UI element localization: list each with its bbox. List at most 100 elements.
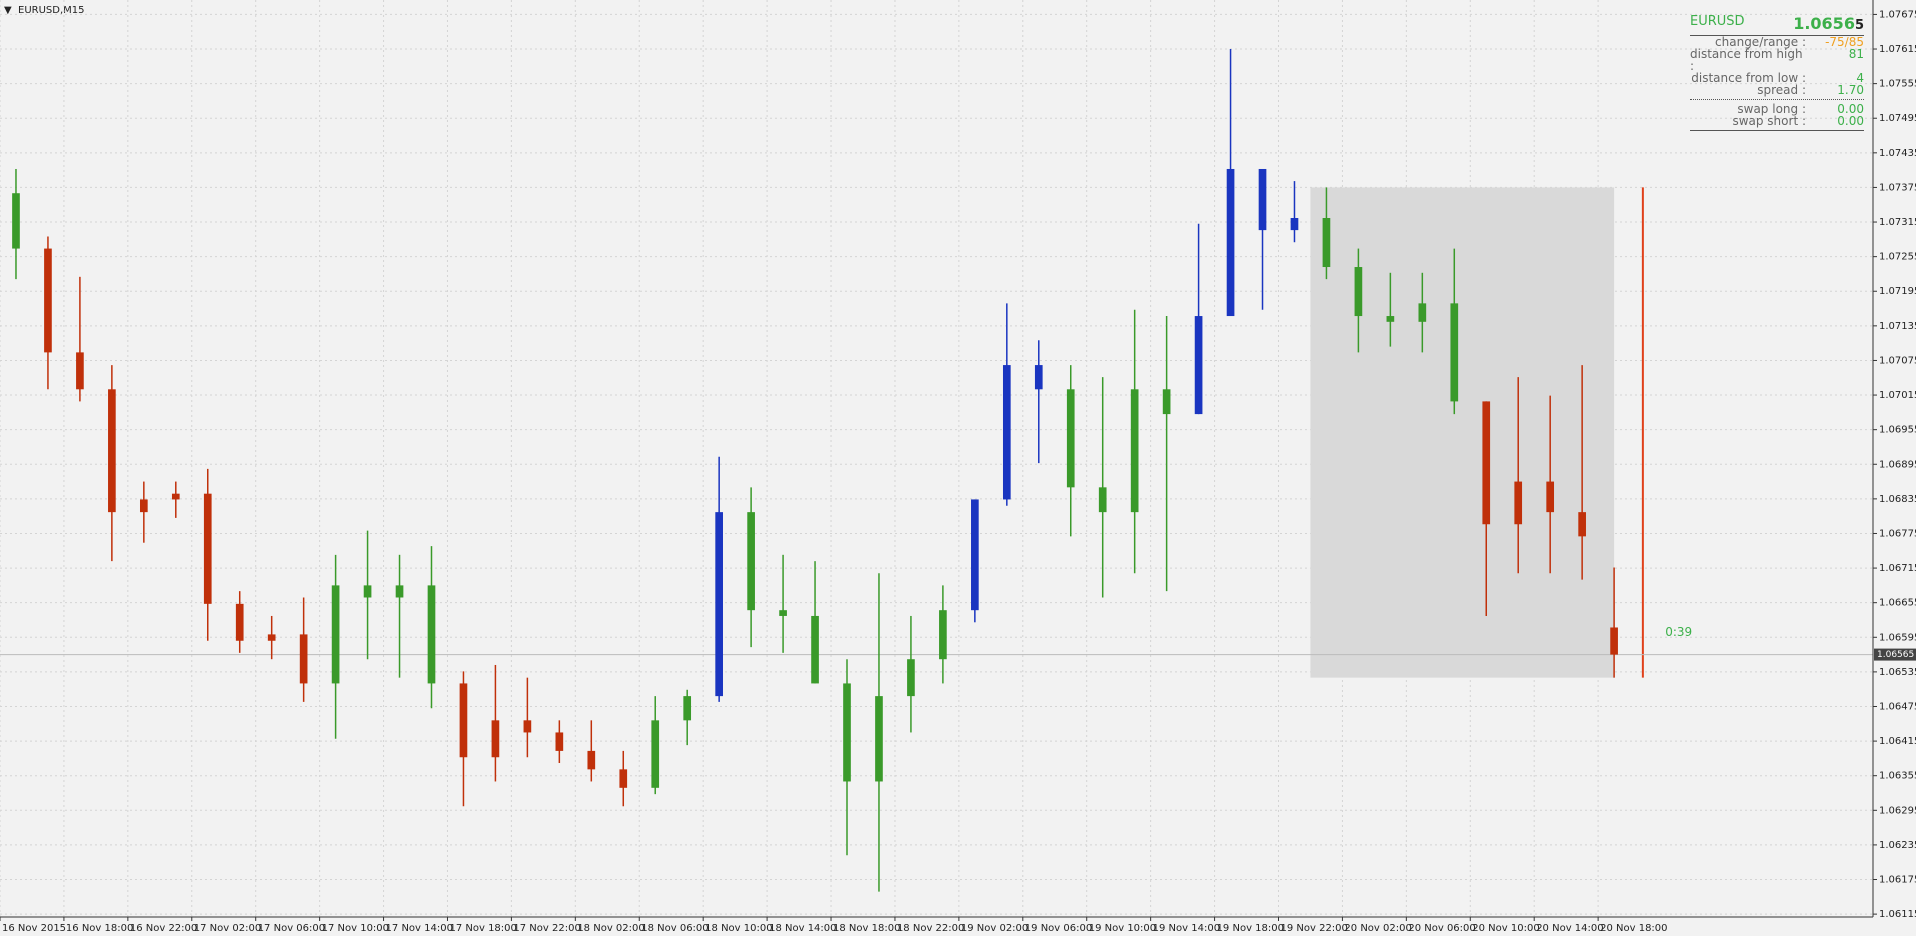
x-tick-label: 18 Nov 06:00 (641, 923, 708, 934)
bar-body (44, 248, 52, 353)
bar-body (971, 499, 979, 611)
x-tick-label: 17 Nov 02:00 (194, 923, 261, 934)
panel-row: spread : 1.70 (1690, 84, 1864, 96)
bar-body (747, 512, 755, 611)
row-value: 4 (1856, 71, 1864, 85)
y-tick-label: 1.06835 (1879, 494, 1916, 505)
y-tick-label: 1.06895 (1879, 459, 1916, 470)
y-tick-label: 1.06595 (1879, 632, 1916, 643)
bar-body (1258, 168, 1267, 231)
x-tick-label: 20 Nov 02:00 (1344, 923, 1411, 934)
x-tick-label: 17 Nov 10:00 (322, 923, 389, 934)
x-tick-label: 20 Nov 14:00 (1536, 923, 1603, 934)
row-label: swap short : (1732, 114, 1806, 128)
bar-body (907, 659, 915, 697)
bar-body (1386, 316, 1395, 322)
timer: 0:39 (1665, 625, 1692, 639)
x-tick-label: 19 Nov 02:00 (961, 923, 1028, 934)
bar-body (1162, 389, 1171, 415)
y-tick-label: 1.07495 (1879, 113, 1916, 124)
panel-header: EURUSD 1.06565 (1690, 14, 1864, 36)
bar-body (1514, 481, 1523, 525)
price-tag (1874, 648, 1916, 661)
y-tick-label: 1.07315 (1879, 217, 1916, 228)
y-tick-label: 1.06235 (1879, 840, 1916, 851)
y-tick-label: 1.07195 (1879, 286, 1916, 297)
x-tick-label: 16 Nov 22:00 (130, 923, 197, 934)
row-label: distance from low : (1691, 71, 1806, 85)
bar-body (683, 696, 692, 721)
bar-body (203, 493, 212, 604)
bar-body (299, 634, 308, 684)
x-tick-label: 18 Nov 10:00 (705, 923, 772, 934)
row-label: spread : (1757, 83, 1806, 97)
bar-body (843, 683, 851, 782)
bar-body (1610, 627, 1618, 655)
row-value: 0.00 (1837, 114, 1864, 128)
x-tick-label: 17 Nov 06:00 (258, 923, 325, 934)
y-tick-label: 1.06475 (1879, 701, 1916, 712)
y-tick-label: 1.06955 (1879, 425, 1916, 436)
y-tick-label: 1.07075 (1879, 355, 1916, 366)
x-tick-label: 19 Nov 14:00 (1153, 923, 1220, 934)
x-tick-label: 19 Nov 18:00 (1217, 923, 1284, 934)
y-tick-label: 1.06295 (1879, 805, 1916, 816)
panel-row: swap short : 0.00 (1690, 115, 1864, 127)
bar-body (491, 720, 500, 758)
x-tick-label: 19 Nov 10:00 (1089, 923, 1156, 934)
bar-body (1354, 267, 1363, 317)
x-tick-label: 18 Nov 02:00 (577, 923, 644, 934)
bar-body (651, 720, 660, 788)
bar-body (1002, 365, 1011, 500)
row-value: 1.70 (1837, 83, 1864, 97)
row-value: 0.00 (1837, 102, 1864, 116)
y-tick-label: 1.06415 (1879, 736, 1916, 747)
bar-body (1322, 218, 1331, 268)
bar-body (108, 389, 116, 513)
separator (1690, 130, 1864, 131)
y-tick-label: 1.06715 (1879, 563, 1916, 574)
y-tick-label: 1.06655 (1879, 598, 1916, 609)
bar-body (171, 493, 180, 500)
bar-body (875, 696, 883, 782)
bar-body (427, 585, 436, 684)
x-tick-label: 18 Nov 22:00 (897, 923, 964, 934)
y-tick-label: 1.06355 (1879, 771, 1916, 782)
x-tick-label: 20 Nov 06:00 (1408, 923, 1475, 934)
panel-bid-pip: 5 (1854, 18, 1864, 33)
y-tick-label: 1.06175 (1879, 875, 1916, 886)
bar-body (1290, 218, 1299, 231)
panel-row: change/range : -75/85 (1690, 36, 1864, 48)
y-tick-label: 1.07435 (1879, 148, 1916, 159)
bar-body (1034, 365, 1043, 390)
bar-body (267, 634, 276, 641)
bar-body (523, 720, 532, 733)
bar-body (331, 585, 340, 684)
x-tick-label: 20 Nov 10:00 (1472, 923, 1539, 934)
bar-body (587, 750, 596, 770)
panel-row: distance from low : 4 (1690, 72, 1864, 84)
y-tick-label: 1.07375 (1879, 182, 1916, 193)
bar-body (1578, 512, 1586, 537)
bar-body (715, 512, 723, 697)
info-panel: EURUSD 1.06565 change/range : -75/85 dista… (1690, 14, 1864, 134)
bar-body (619, 769, 628, 788)
y-tick-label: 1.07135 (1879, 321, 1916, 332)
y-tick-label: 1.07675 (1879, 9, 1916, 20)
x-tick-label: 16 Nov 2015 (2, 923, 66, 934)
x-tick-label: 18 Nov 18:00 (833, 923, 900, 934)
panel-symbol: EURUSD (1690, 14, 1745, 29)
collapse-icon: ▼ (4, 5, 12, 16)
bar-body (779, 610, 787, 616)
bar-body (1130, 389, 1139, 513)
y-tick-label: 1.06775 (1879, 528, 1916, 539)
x-tick-label: 16 Nov 18:00 (66, 923, 133, 934)
panel-row: swap long : 0.00 (1690, 103, 1864, 115)
x-tick-label: 17 Nov 22:00 (513, 923, 580, 934)
y-tick-label: 1.07615 (1879, 44, 1916, 55)
bar-body (1450, 303, 1459, 402)
bar-body (395, 585, 404, 598)
bar-body (939, 610, 947, 660)
bar-body (1226, 168, 1235, 317)
